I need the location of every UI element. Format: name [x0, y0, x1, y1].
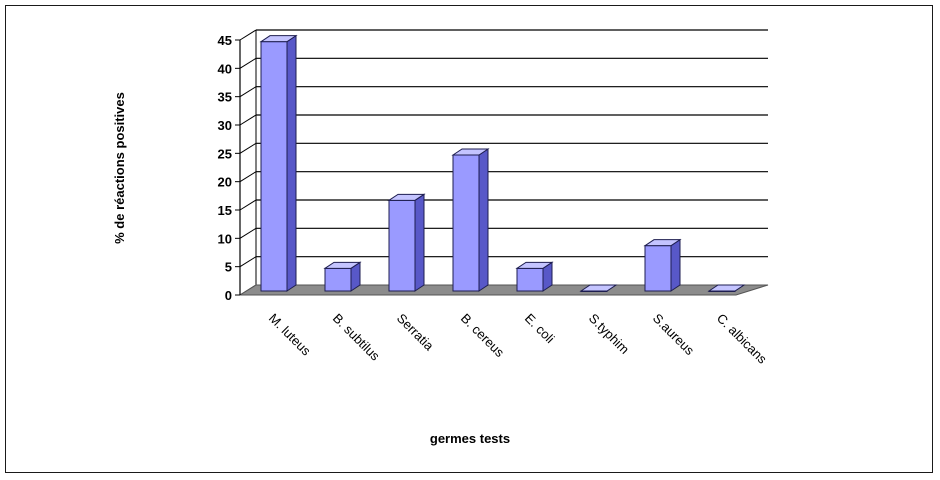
bar-top: [323, 261, 362, 269]
gridline-depth: [239, 86, 257, 98]
gridlines: [239, 29, 768, 296]
bar-top: [387, 193, 426, 201]
bar-front: [388, 199, 416, 292]
bar-front: [324, 267, 352, 292]
y-tick-label: 30: [218, 118, 232, 133]
bar-side: [414, 193, 425, 292]
bar-front: [516, 267, 544, 292]
floor: [238, 284, 769, 296]
y-tick-label: 40: [218, 61, 232, 76]
y-tick-label: 5: [225, 260, 232, 275]
bar-top: [579, 284, 618, 292]
gridline-depth: [239, 199, 257, 211]
bar-top: [643, 239, 682, 247]
y-tick-label: 45: [218, 33, 232, 48]
bar-front: [644, 245, 672, 292]
x-category-label: C. albicans: [714, 311, 770, 367]
x-category-label: E. coli: [522, 311, 558, 347]
y-tick-label: 35: [218, 90, 232, 105]
gridline-depth: [239, 227, 257, 239]
bar-top: [451, 148, 490, 156]
x-category-label: S.aureus: [650, 311, 698, 359]
x-category-label: Serratia: [394, 311, 437, 354]
gridline-depth: [239, 114, 257, 126]
x-axis-title: germes tests: [430, 431, 510, 446]
bar-top: [707, 284, 746, 292]
bar-top: [515, 261, 554, 269]
bar-front: [452, 154, 480, 292]
bar-front: [260, 41, 288, 292]
chart-floor: [238, 284, 769, 296]
bars: [259, 34, 746, 292]
gridline-depth: [239, 142, 257, 154]
gridline-depth: [239, 171, 257, 183]
gridline-depth: [239, 29, 257, 41]
y-tick-label: 15: [218, 203, 232, 218]
bar-top: [259, 35, 298, 43]
y-tick-label: 10: [218, 231, 232, 246]
x-category-label: S.typhim: [586, 311, 632, 357]
bar-side: [478, 148, 489, 292]
y-tick-label: 0: [225, 288, 232, 303]
bar-side: [286, 34, 297, 292]
y-axis-title: % de réactions positives: [112, 92, 127, 244]
axes: [235, 39, 241, 296]
bar-side: [670, 238, 681, 292]
gridline-depth: [239, 256, 257, 268]
y-tick-label: 20: [218, 175, 232, 190]
x-category-label: M. luteus: [266, 311, 314, 359]
x-category-label: B. cereus: [458, 311, 508, 361]
y-tick-label: 25: [218, 146, 232, 161]
x-category-label: B. subtilus: [330, 311, 383, 364]
gridline-depth: [239, 57, 257, 69]
